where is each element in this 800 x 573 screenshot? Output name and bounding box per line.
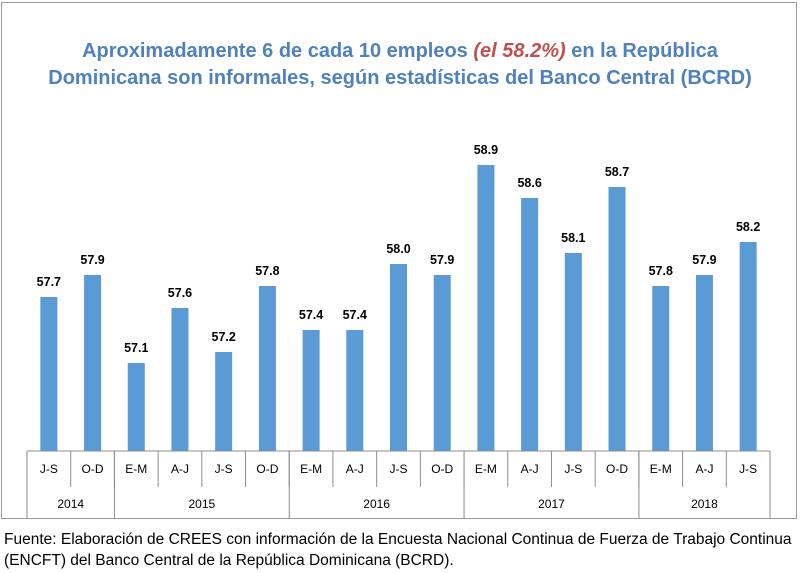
data-label: 57.4 [343,308,367,322]
data-label: 58.6 [517,176,541,190]
category-label: O-D [256,462,278,476]
chart-title-line1: Aproximadamente 6 de cada 10 empleos (el… [0,38,800,65]
bar [346,330,364,451]
bar [84,275,102,451]
data-label: 57.4 [299,308,323,322]
chart-title-line2: Dominicana son informales, según estadís… [48,67,752,89]
bar [477,165,495,451]
data-label: 57.8 [649,264,673,278]
title-text-end: en la República [565,40,718,62]
bar [433,275,451,451]
data-label: 57.9 [692,253,716,267]
bar [390,264,407,451]
category-label: A-J [171,462,189,476]
data-label: 58.2 [736,220,760,234]
category-label: J-S [215,462,233,476]
bar [302,330,320,451]
category-label: O-D [82,462,104,476]
data-label: 57.6 [168,286,192,300]
bar [564,253,582,451]
bar [739,242,757,451]
category-label: A-J [695,462,713,476]
category-label: J-S [40,462,58,476]
bar [652,286,670,451]
bar [127,363,145,451]
category-label: J-S [739,462,757,476]
chart-title: Aproximadamente 6 de cada 10 empleos (el… [0,38,800,92]
bar [608,187,626,451]
bar [695,275,713,451]
group-label: 2014 [57,497,84,511]
data-label: 57.9 [80,253,104,267]
data-label: 58.0 [386,242,410,256]
bar [521,198,539,451]
group-label: 2016 [363,497,390,511]
category-label: J-S [564,462,582,476]
source-footnote: Fuente: Elaboración de CREES con informa… [4,531,792,569]
group-label: 2017 [538,497,565,511]
data-label: 58.1 [561,231,585,245]
title-text: Aproximadamente 6 de cada 10 empleos [82,40,474,62]
bar [171,308,189,451]
bar [40,297,58,451]
data-label: 57.7 [37,275,61,289]
title-highlight: (el 58.2%) [473,40,566,62]
category-label: E-M [125,462,147,476]
bar [215,352,233,451]
category-label: A-J [346,462,364,476]
group-label: 2015 [188,497,215,511]
data-label: 57.1 [124,341,148,355]
data-label: 58.7 [605,165,629,179]
data-label: 57.2 [212,330,236,344]
data-label: 57.8 [255,264,279,278]
bar-chart: 57.7 57.9 57.1 57.6 57.2 57.8 57.4 57.4 58.0 57.9… [26,143,771,519]
category-label: O-D [606,462,628,476]
category-label: A-J [521,462,539,476]
group-label: 2018 [691,497,718,511]
data-label: 58.9 [474,143,498,157]
data-label: 57.9 [430,253,454,267]
category-label: J-S [390,462,408,476]
category-label: O-D [431,462,453,476]
category-label: E-M [650,462,672,476]
category-label: E-M [475,462,497,476]
category-label: E-M [300,462,322,476]
bar [258,286,276,451]
